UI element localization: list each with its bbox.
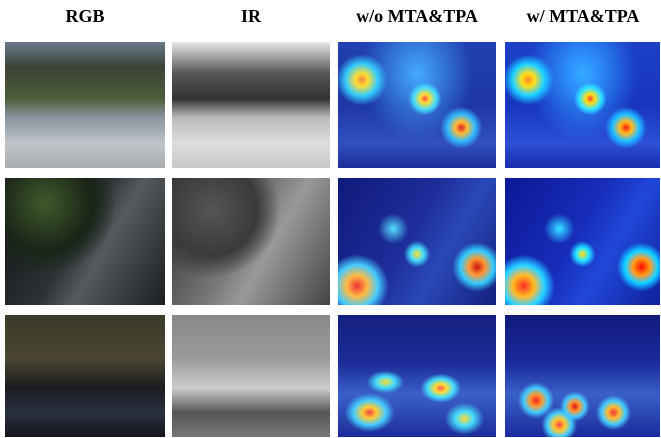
ir-image: [172, 315, 330, 437]
column-header: w/o MTA&TPA: [337, 6, 497, 27]
column-header: w/ MTA&TPA: [503, 6, 661, 27]
ir-image: [172, 42, 330, 168]
heatmap: [338, 315, 496, 437]
heatmap: [505, 42, 660, 168]
heatmap: [505, 178, 660, 305]
heatmap: [338, 42, 496, 168]
column-header: IR: [171, 6, 331, 27]
rgb-image: [5, 42, 165, 168]
heatmap: [505, 315, 660, 437]
rgb-image: [5, 315, 165, 437]
column-header: RGB: [5, 6, 165, 27]
rgb-image: [5, 178, 165, 305]
heatmap: [338, 178, 496, 305]
figure: RGB IR w/o MTA&TPA w/ MTA&TPA (() => { c…: [0, 0, 661, 438]
ir-image: [172, 178, 330, 305]
